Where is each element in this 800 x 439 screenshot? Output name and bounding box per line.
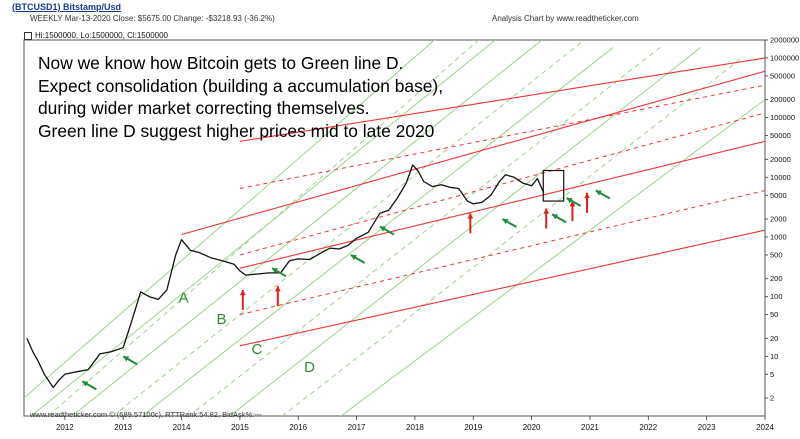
red-up-arrow-3: [543, 208, 550, 229]
y-tick-label: 2000: [770, 215, 787, 224]
plot-area: [24, 40, 765, 416]
x-tick-label: 2021: [581, 423, 599, 432]
red-up-arrow-4-head: [569, 201, 576, 207]
channel-label-a: A: [179, 289, 189, 306]
green-channel-line-0: [24, 40, 436, 399]
red-up-arrow-2: [467, 213, 474, 234]
green-channel-line-3: [141, 47, 614, 416]
green-dashed-line-2: [188, 47, 661, 416]
annotation-text: Now we know how Bitcoin gets to Green li…: [38, 52, 443, 142]
green-arrow-8: [595, 189, 611, 200]
green-channel-line-2: [71, 40, 543, 416]
green-arrow-1-head: [123, 356, 130, 362]
green-arrow-7: [566, 197, 582, 207]
x-tick-label: 2018: [406, 423, 424, 432]
y-tick-label: 20000: [770, 155, 791, 164]
x-tick-label: 2024: [756, 423, 774, 432]
price-line: [26, 164, 544, 389]
green-arrow-5-head: [502, 219, 509, 225]
y-tick-label: 200: [770, 274, 783, 283]
green-arrow-0-head: [82, 381, 89, 387]
red-dashed-line-1: [239, 112, 765, 256]
chart-source: Analysis Chart by www.readtheticker.com: [492, 14, 639, 23]
green-dashed-line-0: [47, 40, 480, 416]
red-up-arrow-5: [584, 192, 590, 213]
red-up-arrow-1: [274, 286, 281, 307]
y-tick-label: 20: [770, 334, 778, 343]
y-tick-label: 200000: [770, 95, 795, 104]
x-tick-label: 2012: [56, 423, 74, 432]
y-tick-label: 50: [770, 310, 778, 319]
x-tick-label: 2013: [114, 423, 132, 432]
green-arrow-6-head: [552, 214, 559, 220]
x-tick-label: 2015: [231, 423, 249, 432]
red-channel-line-0: [239, 57, 765, 142]
red-dashed-line-2: [239, 190, 765, 316]
red-up-arrow-2-head: [467, 213, 474, 219]
green-arrow-7-head: [566, 198, 573, 204]
red-up-arrow-0-head: [239, 289, 246, 296]
green-arrow-4: [379, 225, 395, 236]
y-tick-label: 10000: [770, 173, 791, 182]
green-arrow-4-head: [379, 226, 386, 232]
x-tick-label: 2022: [639, 423, 657, 432]
x-tick-label: 2016: [289, 423, 307, 432]
y-tick-label: 2000000: [770, 36, 799, 45]
legend-text: Hi:1500000, Lo:1500000, Cl:1500000: [35, 31, 168, 40]
green-arrow-3-head: [350, 254, 357, 261]
red-up-arrow-4: [569, 201, 576, 222]
y-tick-label: 10: [770, 352, 778, 361]
green-channel-line-5: [340, 99, 765, 416]
x-tick-label: 2017: [348, 423, 366, 432]
legend-swatch: [24, 31, 32, 40]
red-up-arrow-0: [239, 289, 246, 310]
channel-label-c: C: [252, 341, 263, 358]
y-tick-label: 2: [770, 394, 774, 403]
red-dashed-line-0: [239, 84, 765, 189]
annotation-line-4: Green line D suggest higher prices mid t…: [38, 120, 435, 141]
y-tick-label: 100: [770, 292, 783, 301]
y-tick-label: 1000000: [770, 53, 799, 62]
green-arrow-1: [122, 355, 138, 366]
green-channel-line-4: [228, 47, 702, 416]
y-tick-label: 5: [770, 370, 774, 379]
legend: Hi:1500000, Lo:1500000, Cl:1500000: [24, 31, 168, 40]
x-tick-label: 2020: [523, 423, 541, 432]
channel-label-b: B: [217, 311, 227, 328]
green-arrow-3: [350, 254, 366, 264]
red-channel-line-3: [239, 229, 765, 347]
y-tick-label: 500000: [770, 71, 795, 80]
annotation-line-3: during wider market correcting themselve…: [38, 98, 370, 118]
green-arrow-2: [271, 267, 287, 278]
plot-frame: [23, 39, 766, 417]
green-dashed-line-1: [112, 40, 585, 416]
green-arrow-8-head: [595, 190, 602, 196]
red-channel-line-1: [181, 70, 765, 236]
footer-text: www.readtheticker.com © (689.57100c), RT…: [30, 410, 262, 419]
green-arrow-5: [501, 218, 517, 228]
red-channel-line-2: [239, 140, 765, 269]
chart-title: (BTCUSD1) Bitstamp/Usd: [12, 2, 122, 12]
x-tick-label: 2023: [698, 423, 716, 432]
annotation-line-1: Now we know how Bitcoin gets to Green li…: [38, 53, 404, 73]
green-arrow-0: [81, 380, 97, 391]
y-tick-label: 500: [770, 250, 783, 259]
x-tick-label: 2014: [173, 423, 191, 432]
y-tick-label: 5000: [770, 191, 787, 200]
chart-subtitle: WEEKLY Mar-13-2020 Close: $5675.00 Chang…: [30, 14, 275, 23]
y-tick-label: 50000: [770, 131, 791, 140]
y-tick-label: 1000: [770, 232, 787, 241]
green-arrow-2-head: [271, 268, 278, 274]
red-up-arrow-1-head: [274, 286, 281, 292]
consolidation-box: [542, 169, 565, 202]
red-up-arrow-5-head: [584, 192, 590, 199]
green-arrow-6: [551, 213, 567, 224]
y-tick-label: 100000: [770, 113, 795, 122]
x-tick-label: 2019: [464, 423, 482, 432]
red-up-arrow-3-head: [543, 208, 550, 214]
channel-label-d: D: [304, 359, 315, 376]
annotation-line-2: Expect consolidation (building a accumul…: [38, 75, 444, 96]
